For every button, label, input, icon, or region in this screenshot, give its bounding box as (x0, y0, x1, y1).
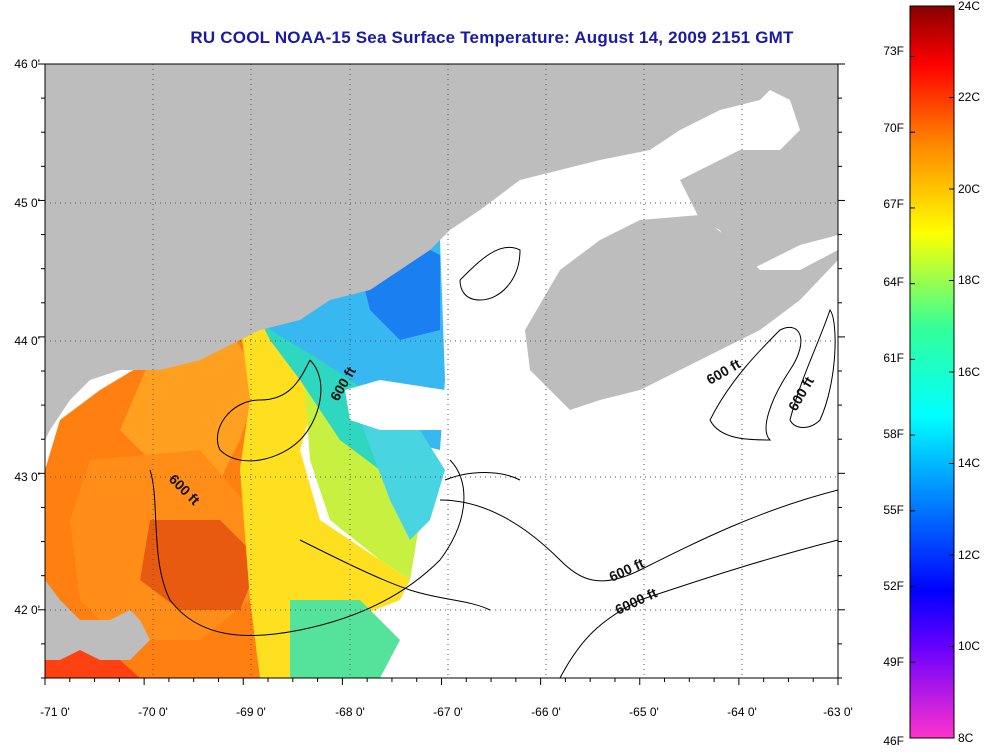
lon-label: -64 0' (727, 705, 757, 719)
colorbar-celsius-label: 12C (958, 548, 980, 562)
colorbar-celsius-label: 24C (958, 0, 980, 13)
lon-label: -67 0' (433, 705, 463, 719)
land (45, 64, 838, 660)
lat-label: 44 0' (14, 334, 40, 348)
colorbar-fahrenheit-label: 58F (883, 427, 904, 441)
map-title: RU COOL NOAA-15 Sea Surface Temperature:… (190, 28, 794, 47)
lat-label: 46 0' (14, 57, 40, 71)
colorbar-celsius-label: 18C (958, 273, 980, 287)
colorbar-celsius-label: 14C (958, 456, 980, 470)
colorbar-fahrenheit-label: 67F (883, 197, 904, 211)
frame-ticks (38, 63, 845, 685)
colorbar-fahrenheit-label: 61F (883, 351, 904, 365)
lat-label: 43 0' (14, 470, 40, 484)
colorbar: 24C 22C 20C 18C 16C 14C 12C 10C 8C 73F 7… (883, 0, 980, 748)
colorbar-celsius-label: 20C (958, 182, 980, 196)
lon-label: -63 0' (823, 705, 853, 719)
lon-label: -68 0' (335, 705, 365, 719)
colorbar-celsius-label: 8C (958, 731, 974, 745)
sst-data (45, 230, 445, 678)
latitude-labels: 46 0' 45 0' 44 0' 43 0' 42 0' (14, 57, 40, 617)
longitude-labels: -71 0' -70 0' -69 0' -68 0' -67 0' -66 0… (40, 705, 853, 719)
lat-label: 42 0' (14, 603, 40, 617)
lon-label: -70 0' (138, 705, 168, 719)
lon-label: -71 0' (40, 705, 70, 719)
colorbar-fahrenheit-label: 49F (883, 655, 904, 669)
colorbar-fahrenheit-label: 64F (883, 275, 904, 289)
lon-label: -69 0' (236, 705, 266, 719)
lon-label: -66 0' (531, 705, 561, 719)
lon-label: -65 0' (629, 705, 659, 719)
lat-label: 45 0' (14, 196, 40, 210)
graticule (45, 64, 838, 678)
colorbar-fahrenheit-label: 46F (883, 734, 904, 748)
colorbar-fahrenheit-label: 52F (883, 579, 904, 593)
colorbar-gradient (909, 5, 955, 739)
colorbar-fahrenheit-label: 73F (883, 44, 904, 58)
colorbar-celsius-label: 10C (958, 639, 980, 653)
colorbar-celsius-label: 16C (958, 365, 980, 379)
colorbar-celsius-label: 22C (958, 90, 980, 104)
colorbar-fahrenheit-label: 55F (883, 503, 904, 517)
bathymetry-contours (149, 246, 838, 678)
colorbar-fahrenheit-label: 70F (883, 121, 904, 135)
